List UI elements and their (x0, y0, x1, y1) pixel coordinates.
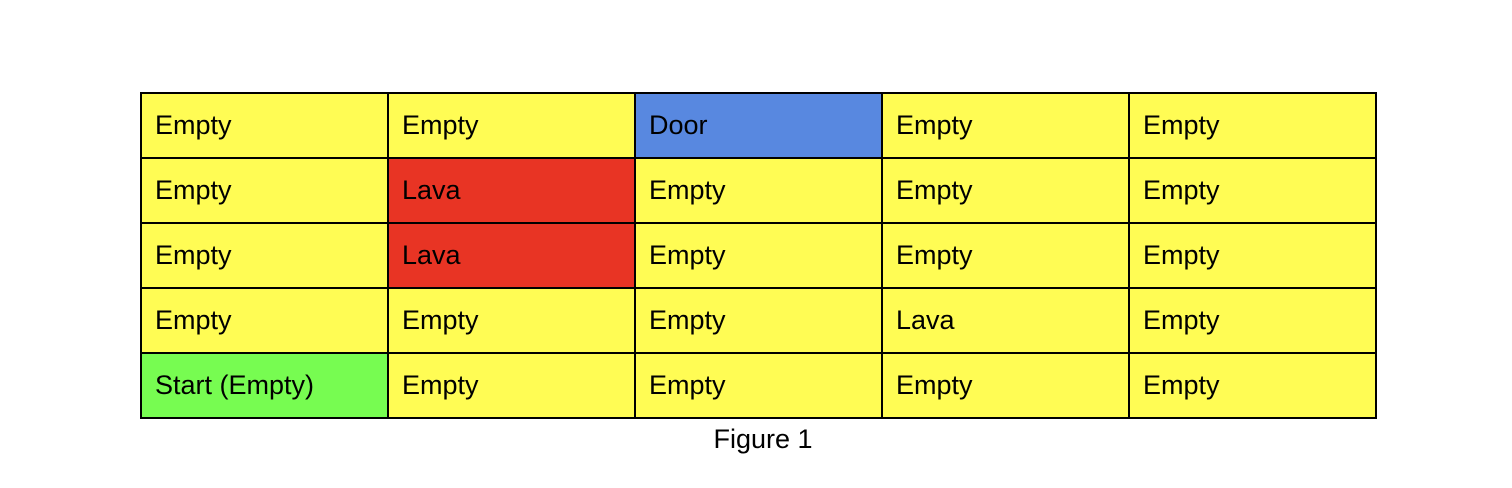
grid-cell-empty: Empty (387, 352, 636, 419)
grid-cell-empty: Empty (387, 92, 636, 159)
grid-cell-empty: Empty (1128, 92, 1377, 159)
grid-cell-empty: Empty (881, 222, 1130, 289)
grid-cell-empty: Empty (1128, 287, 1377, 354)
grid-cell-empty: Empty (1128, 352, 1377, 419)
grid-cell-empty: Empty (634, 287, 883, 354)
grid-cell-lava: Lava (387, 157, 636, 224)
grid-row: Empty Empty Door Empty Empty (140, 92, 1377, 159)
grid-cell-empty: Empty (634, 352, 883, 419)
grid-cell-door: Door (634, 92, 883, 159)
grid-table: Empty Empty Door Empty Empty Empty Lava Empty Em… (140, 92, 1377, 419)
grid-cell-empty: Empty (634, 222, 883, 289)
grid-cell-empty: Empty (140, 92, 389, 159)
grid-cell-empty: Empty (881, 92, 1130, 159)
grid-cell-empty: Empty (1128, 157, 1377, 224)
grid-cell-empty: Empty (140, 287, 389, 354)
grid-cell-empty: Empty (140, 157, 389, 224)
grid-row: Start (Empty) Empty Empty Empty Empty (140, 352, 1377, 419)
grid-cell-empty: Empty (634, 157, 883, 224)
grid-cell-empty: Empty (387, 287, 636, 354)
grid-cell-empty: Empty (140, 222, 389, 289)
grid-cell-lava: Lava (387, 222, 636, 289)
grid-row: Empty Lava Empty Empty Empty (140, 157, 1377, 224)
grid-row: Empty Empty Empty Lava Empty (140, 287, 1377, 354)
grid-cell-empty: Lava (881, 287, 1130, 354)
figure-caption: Figure 1 (713, 424, 813, 454)
grid-cell-empty: Empty (881, 157, 1130, 224)
grid-body: Empty Empty Door Empty Empty Empty Lava Empty Em… (140, 92, 1377, 419)
grid-cell-empty: Empty (1128, 222, 1377, 289)
grid-row: Empty Lava Empty Empty Empty (140, 222, 1377, 289)
grid-cell-start: Start (Empty) (140, 352, 389, 419)
grid-cell-empty: Empty (881, 352, 1130, 419)
